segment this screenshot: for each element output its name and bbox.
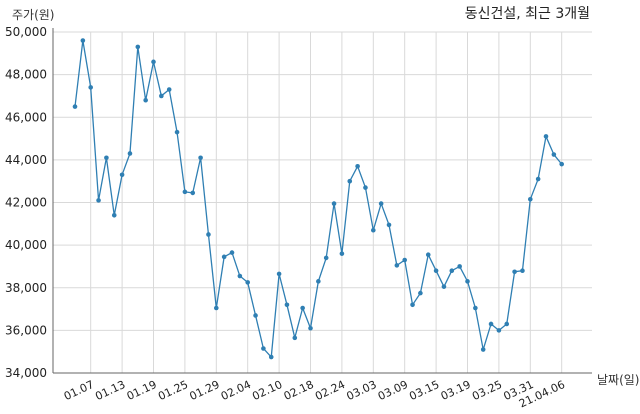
data-point bbox=[457, 264, 462, 269]
data-point bbox=[504, 321, 510, 327]
x-tick-label: 03.09 bbox=[376, 378, 410, 403]
data-point bbox=[339, 251, 345, 256]
data-point bbox=[127, 151, 133, 156]
data-point bbox=[237, 273, 243, 279]
data-point bbox=[480, 347, 486, 352]
x-tick-label: 03.15 bbox=[407, 378, 441, 403]
data-point bbox=[433, 268, 439, 274]
x-tick-label: 03.25 bbox=[470, 378, 504, 403]
data-point bbox=[253, 313, 258, 318]
y-tick-label: 44,000 bbox=[5, 153, 47, 167]
x-tick-label: 01.29 bbox=[188, 378, 222, 403]
data-point bbox=[355, 163, 360, 169]
data-point bbox=[276, 271, 282, 277]
x-tick-label: 01.25 bbox=[156, 378, 190, 403]
x-tick-label: 02.04 bbox=[219, 378, 253, 403]
data-point bbox=[80, 38, 86, 43]
x-tick-label: 02.18 bbox=[282, 378, 316, 403]
data-point bbox=[386, 222, 392, 228]
data-point bbox=[300, 305, 305, 311]
data-point bbox=[543, 134, 549, 139]
data-point bbox=[72, 104, 78, 109]
data-point bbox=[347, 178, 353, 184]
data-point bbox=[166, 87, 172, 92]
x-axis-label: 날짜(일) bbox=[597, 373, 639, 387]
x-tick-label: 03.19 bbox=[439, 378, 473, 403]
y-tick-label: 50,000 bbox=[5, 25, 47, 39]
data-point bbox=[559, 161, 564, 167]
y-tick-labels: 34,000 36,000 38,000 40,000 42,000 44,000 46,0… bbox=[5, 25, 47, 380]
data-point bbox=[316, 279, 321, 284]
data-point bbox=[261, 346, 266, 351]
data-point bbox=[174, 129, 180, 135]
data-point bbox=[88, 85, 93, 90]
data-point bbox=[378, 201, 384, 206]
data-point bbox=[441, 284, 447, 289]
data-point bbox=[135, 44, 141, 50]
data-point bbox=[229, 250, 235, 255]
data-point bbox=[214, 305, 219, 311]
data-point bbox=[449, 268, 455, 274]
chart-title: 동신건설, 최근 3개월 bbox=[465, 6, 590, 22]
x-tick-labels: 01.0701.1301.1901.2501.2902.0402.1002.18… bbox=[62, 378, 567, 410]
data-point bbox=[331, 201, 337, 206]
data-point bbox=[111, 212, 117, 218]
data-point bbox=[473, 305, 478, 311]
data-point bbox=[143, 97, 148, 103]
data-point bbox=[268, 354, 274, 360]
data-point bbox=[151, 59, 156, 65]
x-tick-label: 01.07 bbox=[62, 378, 96, 403]
series-line bbox=[74, 39, 563, 358]
data-point bbox=[284, 302, 290, 308]
data-point bbox=[551, 152, 557, 157]
data-point bbox=[488, 321, 494, 327]
data-point bbox=[323, 255, 329, 261]
data-point bbox=[520, 268, 525, 274]
data-point bbox=[292, 335, 298, 341]
data-point bbox=[221, 254, 227, 260]
x-tick-label: 01.13 bbox=[93, 378, 127, 403]
data-point bbox=[119, 172, 125, 178]
data-point bbox=[496, 328, 502, 333]
data-point bbox=[394, 263, 400, 268]
y-tick-label: 34,000 bbox=[5, 366, 47, 380]
data-point bbox=[159, 93, 164, 99]
y-tick-label: 36,000 bbox=[5, 323, 47, 337]
data-point bbox=[308, 325, 313, 331]
grid bbox=[53, 31, 592, 374]
y-tick-label: 42,000 bbox=[5, 196, 47, 210]
data-point bbox=[402, 257, 408, 263]
axes bbox=[52, 28, 592, 374]
data-point bbox=[206, 232, 211, 237]
data-point bbox=[96, 198, 101, 203]
data-point bbox=[512, 269, 517, 275]
y-tick-label: 46,000 bbox=[5, 110, 47, 124]
data-point bbox=[190, 190, 196, 196]
y-tick-label: 48,000 bbox=[5, 68, 47, 82]
x-tick-label: 02.10 bbox=[250, 378, 284, 403]
data-point bbox=[182, 189, 188, 195]
x-tick-label: 03.03 bbox=[345, 378, 379, 403]
data-point bbox=[245, 280, 250, 285]
data-point bbox=[363, 185, 368, 190]
data-point bbox=[371, 227, 376, 233]
y-tick-label: 38,000 bbox=[5, 281, 47, 295]
y-tick-label: 40,000 bbox=[5, 238, 47, 252]
data-point bbox=[528, 197, 533, 202]
data-point bbox=[198, 155, 203, 161]
data-point bbox=[410, 302, 415, 308]
series-layer bbox=[72, 38, 564, 360]
x-tick-label: 02.24 bbox=[313, 378, 347, 403]
data-point bbox=[104, 155, 109, 161]
data-point bbox=[425, 252, 431, 258]
data-point bbox=[418, 290, 423, 296]
y-axis-label: 주가(원) bbox=[12, 8, 54, 22]
data-point bbox=[535, 176, 541, 182]
x-tick-label: 01.19 bbox=[125, 378, 159, 403]
data-point bbox=[465, 279, 470, 284]
